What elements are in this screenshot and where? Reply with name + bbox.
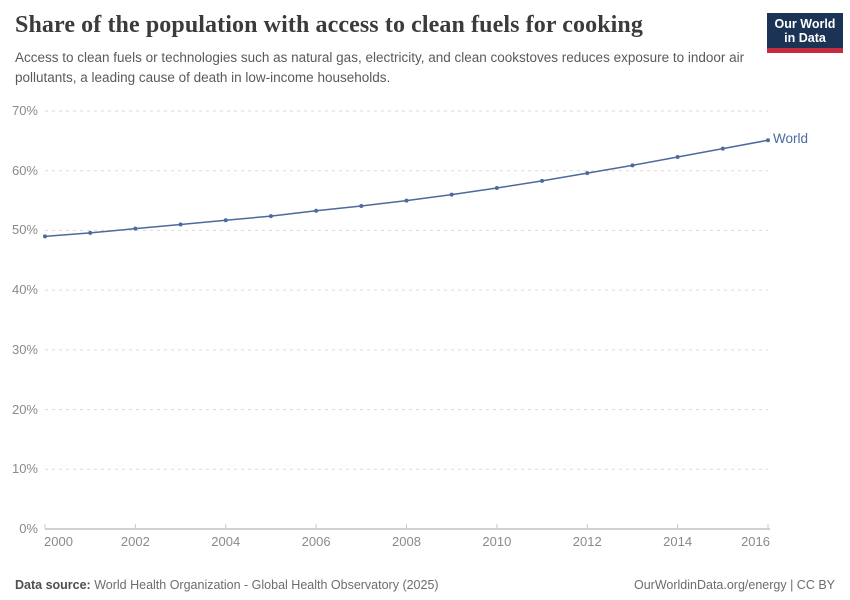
x-axis-tick-label: 2016: [741, 534, 770, 549]
y-axis-tick-label: 70%: [11, 103, 38, 118]
logo-line1: Our World: [774, 17, 836, 31]
footer-link-license[interactable]: OurWorldinData.org/energy | CC BY: [633, 578, 835, 592]
series-line-world[interactable]: [44, 139, 769, 238]
x-axis-tick-label: 2008: [392, 534, 421, 549]
data-source-note: Data source: World Health Organization -…: [15, 578, 439, 592]
data-point-2016[interactable]: [766, 138, 770, 143]
chart-subtitle: Access to clean fuels or technologies su…: [15, 50, 745, 85]
data-point-2015[interactable]: [720, 146, 725, 151]
y-axis-tick-label: 50%: [11, 222, 38, 238]
data-point-2009[interactable]: [449, 192, 454, 197]
x-axis-tick-label: 2006: [301, 534, 331, 549]
x-axis-tick-label: 2004: [211, 534, 241, 549]
x-axis-tick-label: 2012: [572, 534, 602, 549]
x-axis-tick-label: 2002: [120, 534, 150, 549]
data-point-2012[interactable]: [585, 171, 590, 176]
data-point-2011[interactable]: [540, 178, 545, 183]
data-point-2007[interactable]: [359, 203, 364, 208]
x-axis-tick-label: 2010: [482, 534, 512, 549]
y-axis-tick-label: 20%: [11, 401, 38, 417]
data-point-2014[interactable]: [675, 154, 680, 159]
y-axis-tick-label: 60%: [11, 162, 38, 178]
data-point-2005[interactable]: [268, 214, 273, 219]
data-point-2006[interactable]: [314, 208, 319, 213]
data-point-2000[interactable]: [43, 234, 47, 239]
y-axis-tick-label: 0%: [19, 521, 38, 536]
y-axis-tick-label: 10%: [11, 461, 38, 477]
y-axis-tick-label: 40%: [11, 282, 38, 298]
x-axis-tick-label: 2014: [663, 534, 693, 549]
data-source-text: World Health Organization - Global Healt…: [90, 578, 439, 592]
data-source-label: Data source:: [15, 578, 91, 592]
y-axis-tick-label: 30%: [11, 341, 38, 357]
data-point-2004[interactable]: [223, 218, 228, 223]
x-axis-tick-label: 2000: [44, 534, 73, 549]
data-point-2008[interactable]: [404, 198, 409, 203]
owid-logo[interactable]: Our World in Data: [767, 13, 843, 53]
data-point-2003[interactable]: [178, 222, 183, 227]
data-point-2001[interactable]: [88, 230, 93, 235]
data-point-2002[interactable]: [133, 226, 138, 231]
logo-line2: in Data: [784, 31, 826, 45]
data-point-2010[interactable]: [494, 186, 499, 191]
chart-title: Share of the population with access to c…: [15, 12, 643, 38]
series-entity-label[interactable]: World: [773, 131, 809, 147]
data-point-2013[interactable]: [630, 163, 635, 168]
